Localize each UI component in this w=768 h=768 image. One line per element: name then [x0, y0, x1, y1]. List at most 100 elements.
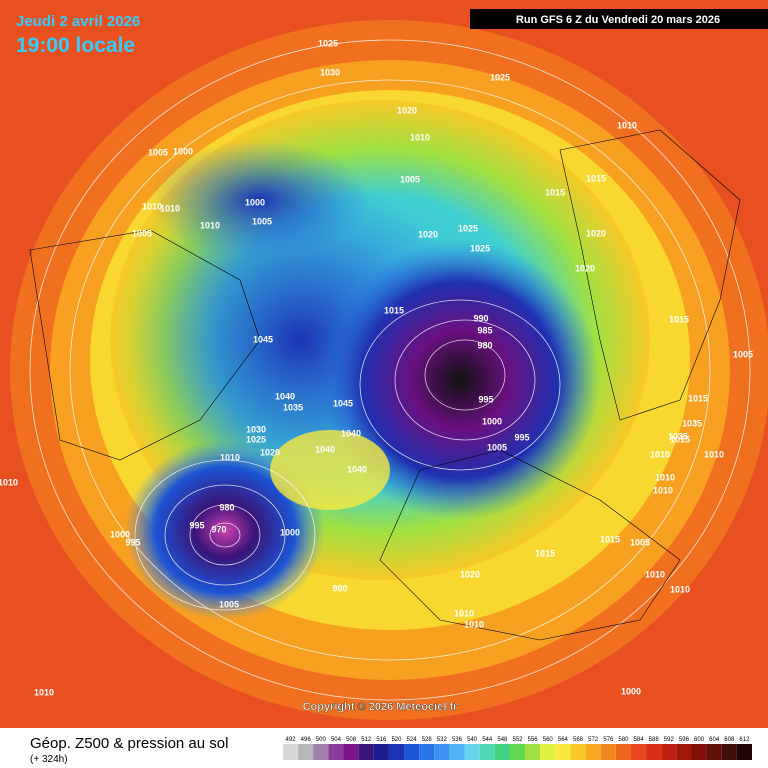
isobar-label: 995 [189, 520, 204, 530]
scale-label: 528 [422, 737, 433, 743]
isobar-label: 1010 [220, 452, 240, 462]
isobar-label: 1010 [454, 608, 474, 618]
isobar-label: 1040 [341, 428, 361, 438]
isobar-label: 980 [477, 340, 492, 350]
scale-swatch [419, 744, 435, 760]
isobar-label: 1015 [535, 548, 555, 558]
isobar-label: 1010 [200, 220, 220, 230]
scale-label: 536 [452, 737, 463, 743]
scale-label: 568 [573, 737, 584, 743]
isobar-label: 1005 [132, 228, 152, 238]
scale-swatch [404, 744, 420, 760]
isobar-label: 1020 [397, 105, 417, 115]
isobar-label: 1015 [688, 393, 708, 403]
isobar-label: 1030 [320, 67, 340, 77]
scale-label: 556 [528, 737, 539, 743]
scale-swatch [509, 744, 526, 760]
scale-swatch [540, 744, 556, 760]
isobar-label: 970 [211, 524, 226, 534]
scale-swatch [585, 744, 601, 760]
scale-label: 504 [331, 737, 342, 743]
isobar-label: 990 [332, 583, 347, 593]
isobar-label: 1005 [148, 147, 168, 157]
scale-label: 560 [543, 737, 554, 743]
isobar-label: 1020 [460, 569, 480, 579]
scale-label: 576 [603, 737, 614, 743]
scale-swatch [570, 744, 586, 760]
scale-label: 564 [558, 737, 569, 743]
footer-title: Géop. Z500 & pression au sol [30, 735, 228, 752]
isobar-label: 1035 [682, 418, 702, 428]
forecast-time: 19:00 locale [16, 34, 135, 57]
isobar-label: 1000 [173, 146, 193, 156]
isobar-label: 1025 [458, 223, 478, 233]
isobar-label: 1010 [655, 472, 675, 482]
scale-swatch [630, 744, 647, 760]
scale-swatch [706, 744, 722, 760]
isobar-label: 1045 [333, 398, 353, 408]
isobar-label: 1005 [487, 442, 507, 452]
scale-swatch [434, 744, 450, 760]
scale-label: 572 [588, 737, 599, 743]
isobar-label: 1010 [645, 569, 665, 579]
isobar-label: 1010 [34, 687, 54, 697]
isobar-label: 1000 [110, 529, 130, 539]
scale-label: 492 [286, 737, 297, 743]
isobar-label: 1000 [245, 197, 265, 207]
scale-label: 548 [497, 737, 508, 743]
isobar-label: 980 [219, 502, 234, 512]
isobar-label: 1010 [650, 449, 670, 459]
scale-swatch [283, 744, 299, 760]
isobar-label: 1005 [733, 349, 753, 359]
isobar-label: 1010 [464, 619, 484, 629]
scale-swatch [358, 744, 374, 760]
isobar-label: 1015 [545, 187, 565, 197]
isobar-label: 985 [477, 325, 492, 335]
scale-swatch [555, 744, 571, 760]
isobar-label: 1020 [586, 228, 606, 238]
scale-swatch [494, 744, 510, 760]
footer-subtitle: (+ 324h) [30, 754, 68, 765]
scale-label: 516 [376, 737, 387, 743]
scale-label: 512 [361, 737, 372, 743]
isobar-label: 1035 [668, 431, 688, 441]
isobar-label: 1005 [630, 537, 650, 547]
color-scale: 492 496 500 504 508 512 516 520 524 528 532 536 540 5… [283, 737, 752, 760]
scale-label: 496 [301, 737, 312, 743]
isobar-label: 1020 [418, 229, 438, 239]
isobar-label: 1010 [670, 584, 690, 594]
scale-swatch [600, 744, 616, 760]
scale-label: 524 [407, 737, 418, 743]
isobar-label: 1010 [0, 477, 18, 487]
scale-swatch [373, 744, 389, 760]
scale-swatch [449, 744, 465, 760]
scale-swatch [313, 744, 329, 760]
isobar-label: 1005 [252, 216, 272, 226]
scale-swatch [661, 744, 677, 760]
scale-label: 580 [618, 737, 629, 743]
isobar-label: 990 [473, 313, 488, 323]
scale-swatch [343, 744, 359, 760]
isobar-label: 1035 [283, 402, 303, 412]
isobar-label: 1030 [246, 424, 266, 434]
scale-swatch [479, 744, 495, 760]
isobar-label: 1015 [600, 534, 620, 544]
scale-swatch [615, 744, 631, 760]
isobar-label: 1040 [315, 444, 335, 454]
scale-swatch [691, 744, 707, 760]
forecast-date: Jeudi 2 avril 2026 [16, 13, 140, 30]
scale-label: 532 [437, 737, 448, 743]
scale-label: 600 [694, 737, 705, 743]
isobar-label: 1010 [653, 485, 673, 495]
isobar-label: 1020 [575, 263, 595, 273]
scale-label: 552 [512, 737, 523, 743]
run-box [470, 9, 768, 29]
scale-swatch [721, 744, 737, 760]
scale-label: 584 [634, 737, 645, 743]
isobar-label: 1040 [275, 391, 295, 401]
run-info: Run GFS 6 Z du Vendredi 20 mars 2026 [516, 14, 720, 26]
scale-label: 520 [391, 737, 402, 743]
isobar-label: 1015 [669, 314, 689, 324]
isobar-label: 1025 [318, 38, 338, 48]
